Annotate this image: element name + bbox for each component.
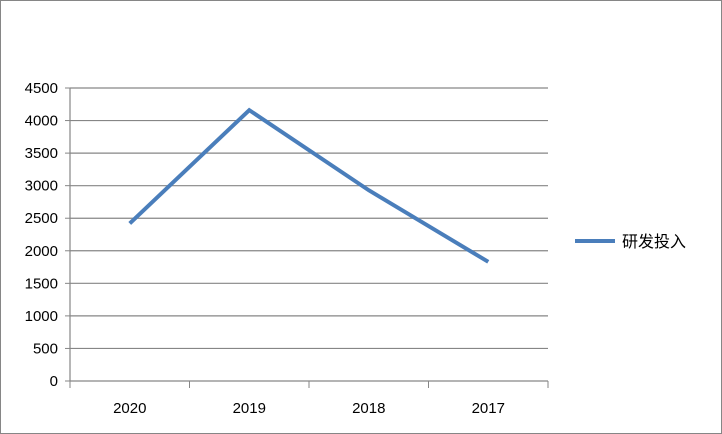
y-tick-label-4000: 4000 [25, 113, 58, 130]
y-tick-label-1000: 1000 [25, 308, 58, 325]
axes [65, 87, 549, 388]
y-tick-labels: 0 500 1000 1500 2000 2500 3000 3500 4000 4500 [25, 80, 58, 390]
y-tick-label-500: 500 [33, 340, 58, 357]
y-tick-label-1500: 1500 [25, 275, 58, 292]
x-tick-label-2017: 2017 [472, 400, 505, 417]
y-tick-label-2500: 2500 [25, 210, 58, 227]
y-tick-label-0: 0 [50, 373, 58, 390]
x-tick-label-2020: 2020 [113, 400, 146, 417]
y-tick-label-3500: 3500 [25, 145, 58, 162]
y-tick-label-4500: 4500 [25, 80, 58, 97]
legend: 研发投入 [575, 232, 686, 251]
series-lines [128, 107, 490, 264]
legend-label-series-0: 研发投入 [622, 232, 686, 251]
x-tick-labels: 2020 2019 2018 2017 [113, 400, 505, 417]
y-tick-label-3000: 3000 [25, 178, 58, 195]
series-line-0 [128, 107, 490, 264]
y-tick-label-2000: 2000 [25, 243, 58, 260]
gridlines [70, 87, 548, 350]
x-tick-label-2018: 2018 [352, 400, 385, 417]
x-tick-label-2019: 2019 [233, 400, 266, 417]
